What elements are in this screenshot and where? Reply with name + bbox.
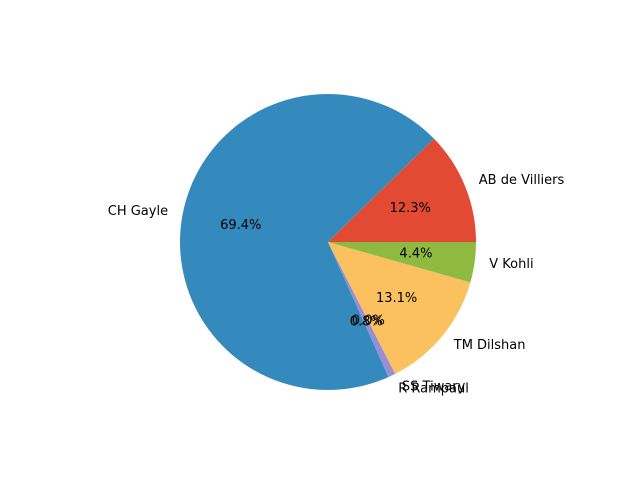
- pie-labels: AB de Villiers 12.3% CH Gayle 69.4% R Rampau…: [108, 173, 565, 396]
- slice-label-v-kohli: V Kohli: [489, 257, 533, 272]
- slice-label-ab-de-villiers: AB de Villiers: [479, 173, 565, 188]
- pie-slices: [180, 94, 476, 391]
- slice-percent-ch-gayle: 69.4%: [220, 218, 261, 233]
- slice-percent-ss-tiwary: 0.0%: [352, 314, 385, 329]
- slice-label-r-rampaul: R Rampaul: [398, 381, 469, 396]
- slice-percent-v-kohli: 4.4%: [399, 247, 432, 262]
- slice-percent-ab-de-villiers: 12.3%: [390, 201, 431, 216]
- pie-slice-r-rampaul: [328, 242, 396, 378]
- slice-percent-tm-dilshan: 13.1%: [376, 291, 417, 306]
- pie-slice-ch-gayle: [180, 94, 434, 391]
- pie-slice-v-kohli: [328, 242, 476, 283]
- slice-label-tm-dilshan: TM Dilshan: [453, 338, 526, 353]
- slice-percent-r-rampaul: 0.8%: [350, 315, 383, 330]
- pie-slice-ab-de-villiers: [328, 138, 476, 242]
- slice-label-ch-gayle: CH Gayle: [108, 204, 168, 219]
- slice-label-ss-tiwary: SS Tiwary: [402, 380, 466, 395]
- pie-slice-tm-dilshan: [328, 242, 471, 374]
